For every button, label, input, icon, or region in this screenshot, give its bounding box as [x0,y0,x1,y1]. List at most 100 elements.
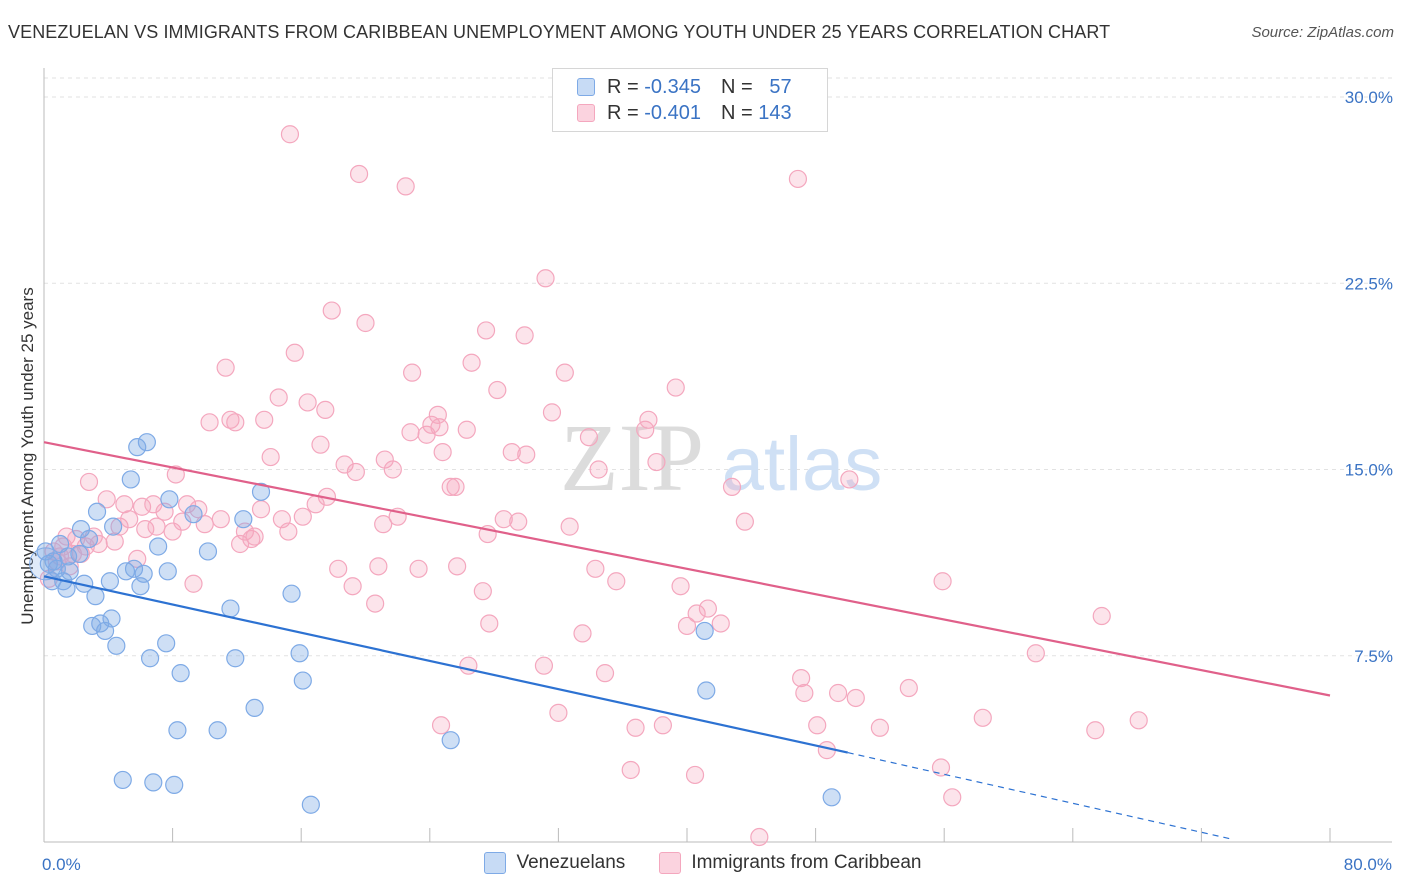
x-tick-label: 0.0% [42,855,81,874]
caribbean-point [666,378,685,397]
caribbean-point [899,678,918,698]
caribbean-point [251,500,271,519]
caribbean-point [280,125,300,144]
caribbean-point [542,403,562,422]
caribbean-point [671,577,690,596]
venezuelans-point [171,664,190,683]
stats-row-caribbean: R = -0.401 N = 143 [577,100,792,126]
caribbean-point [509,512,528,531]
caribbean-point [163,522,182,541]
axes [43,68,1392,843]
caribbean-point [647,452,666,472]
caribbean-legend-swatch [659,852,682,874]
caribbean-point [211,510,230,529]
venezuelans-point [168,721,187,740]
caribbean-point [401,423,420,442]
n-label: N = [720,75,753,98]
caribbean-point [322,301,341,320]
caribbean-point [943,788,962,807]
caribbean-point [973,708,992,727]
watermark-zip: ZIP [560,404,704,511]
venezuelans-point [234,510,253,529]
caribbean-point [933,572,952,591]
caribbean-point [316,400,335,419]
caribbean-point [626,718,645,737]
caribbean-point [931,758,951,777]
caribbean-point [750,827,769,847]
trend-lines [43,441,1331,841]
caribbean-point [403,363,422,382]
venezuelans-point [29,547,63,581]
venezuelans-point [70,544,89,564]
caribbean-point [177,495,197,514]
venezuelans-point [102,609,121,628]
caribbean-point [431,716,451,735]
y-tick-label: 15.0% [1345,461,1393,480]
caribbean-point [448,557,467,576]
venezuelans-point [697,681,716,700]
caribbean-point [586,559,605,578]
venezuelans-point [124,559,144,578]
venezuelans-point [128,438,147,457]
stats-legend: R = -0.345 N = 57 R = -0.401 N = 143 [552,68,828,132]
venezuelans-point [86,587,105,606]
caribbean-point [473,582,492,601]
venezuelans-point [140,649,160,668]
caribbean-point [840,470,859,489]
caribbean-point [480,614,499,633]
venezuelans-point [165,775,184,794]
y-tick-label: 22.5% [1345,274,1393,293]
tick-labels: 7.5% 15.0% 22.5% 30.0% 0.0% 80.0% [42,88,1393,874]
caribbean-point [595,664,615,683]
caribbean-point [374,515,393,534]
caribbean-point [1026,644,1045,663]
caribbean-point [221,410,240,429]
x-tick-label: 80.0% [1344,855,1392,874]
caribbean-point [446,477,465,496]
venezuelans-point [301,795,320,814]
venezuelans-point [107,636,126,655]
caribbean-point [349,164,369,184]
caribbean-point [346,462,365,482]
caribbean-point [476,321,496,340]
caribbean-point [285,343,304,362]
caribbean-point [846,688,865,708]
caribbean-point [329,559,348,578]
caribbean-point [589,460,608,479]
caribbean-point [369,557,388,576]
caribbean-point [549,703,568,722]
caribbean-point [132,497,152,516]
venezuelans-point [79,529,99,549]
caribbean-point [110,517,129,536]
caribbean-point [560,517,579,536]
caribbean-point [433,443,452,462]
venezuelans-swatch [577,78,595,96]
venezuelans-point [87,502,107,521]
caribbean-point [792,668,811,688]
venezuelans-point [293,671,312,690]
venezuelans-point [251,482,271,501]
venezuelans-point [104,517,123,536]
caribbean-point [534,656,554,675]
caribbean-point [79,472,99,492]
venezuelans-point [822,788,841,807]
venezuelans-point [157,634,176,653]
watermark-atlas: atlas [722,422,883,507]
venezuelans-point [208,721,227,740]
caribbean-point [261,447,280,467]
caribbean-point [870,718,890,737]
legend-item-venezuelans: Venezuelans [484,852,625,874]
caribbean-point [311,435,330,454]
caribbean-point [457,420,476,439]
venezuelans-point [60,562,79,581]
caribbean-point [136,519,155,539]
caribbean-point [607,572,626,591]
legend-label-venezuelans: Venezuelans [516,852,626,873]
caribbean-point [1086,721,1105,740]
venezuelans-point [160,490,179,509]
venezuelans-point [184,505,203,524]
venezuelans-point [134,564,153,583]
grid-lines [44,77,1392,657]
caribbean-trend-line [43,441,1331,697]
caribbean-point [269,388,288,407]
